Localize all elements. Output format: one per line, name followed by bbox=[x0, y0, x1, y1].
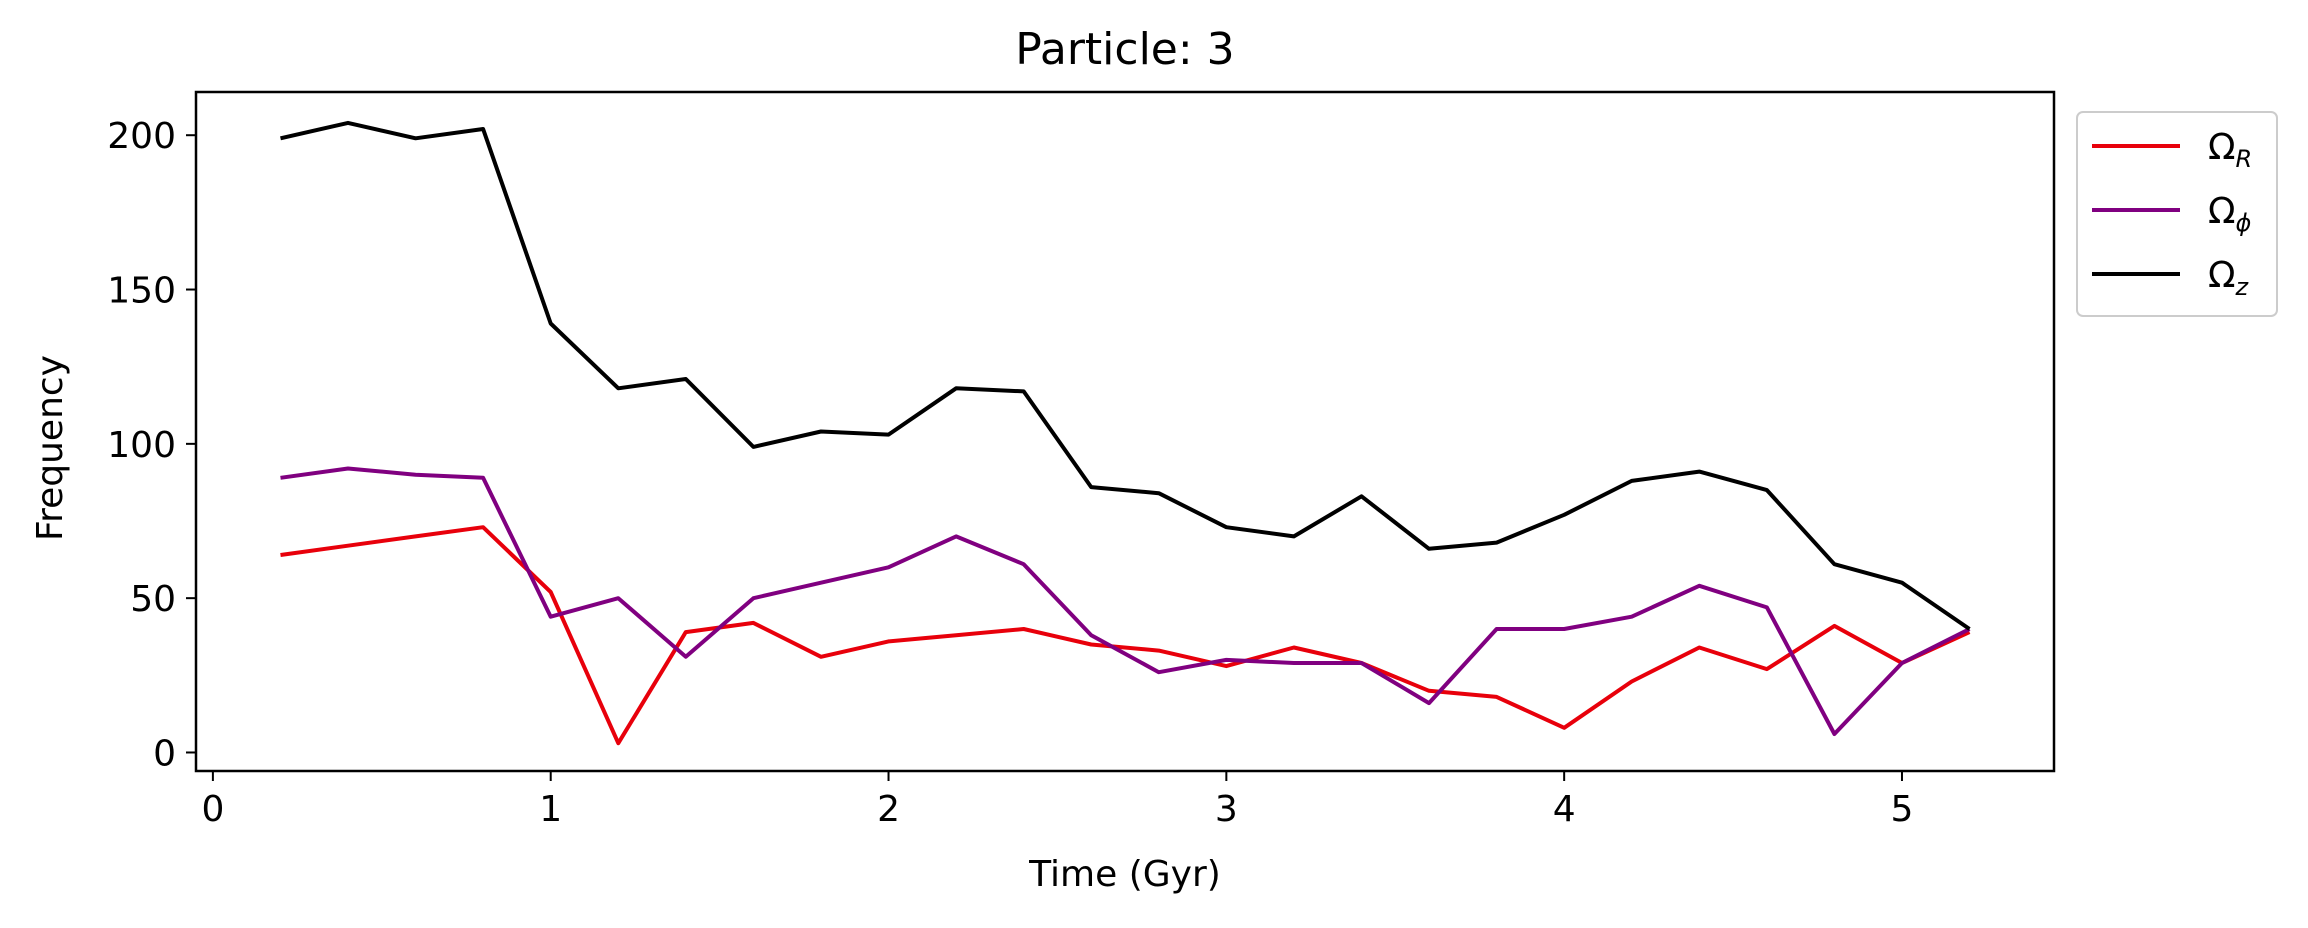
series-line-3 bbox=[280, 120, 1971, 631]
plot-frame bbox=[194, 90, 2056, 773]
y-tick-label: 100 bbox=[107, 425, 176, 466]
y-axis-title: Frequency bbox=[30, 355, 71, 541]
x-tick-label: 4 bbox=[1553, 789, 1576, 830]
x-tick-label: 5 bbox=[1891, 789, 1914, 830]
x-tick-label: 0 bbox=[201, 789, 224, 830]
series-line-2 bbox=[280, 466, 1971, 736]
legend-box bbox=[2076, 111, 2278, 317]
chart-title: Particle: 3 bbox=[1015, 24, 1234, 75]
x-tick-label: 2 bbox=[877, 789, 900, 830]
x-axis-title: Time (Gyr) bbox=[1028, 854, 1221, 895]
y-tick-label: 0 bbox=[153, 733, 176, 774]
series-line-1 bbox=[280, 525, 1971, 746]
x-tick-label: 3 bbox=[1215, 789, 1238, 830]
y-tick-label: 150 bbox=[107, 271, 176, 312]
x-tick-label: 1 bbox=[539, 789, 562, 830]
legend-label: ΩR bbox=[2208, 127, 2252, 173]
y-tick-label: 50 bbox=[130, 579, 176, 620]
y-tick-label: 200 bbox=[107, 116, 176, 157]
plot-area bbox=[280, 120, 1971, 746]
